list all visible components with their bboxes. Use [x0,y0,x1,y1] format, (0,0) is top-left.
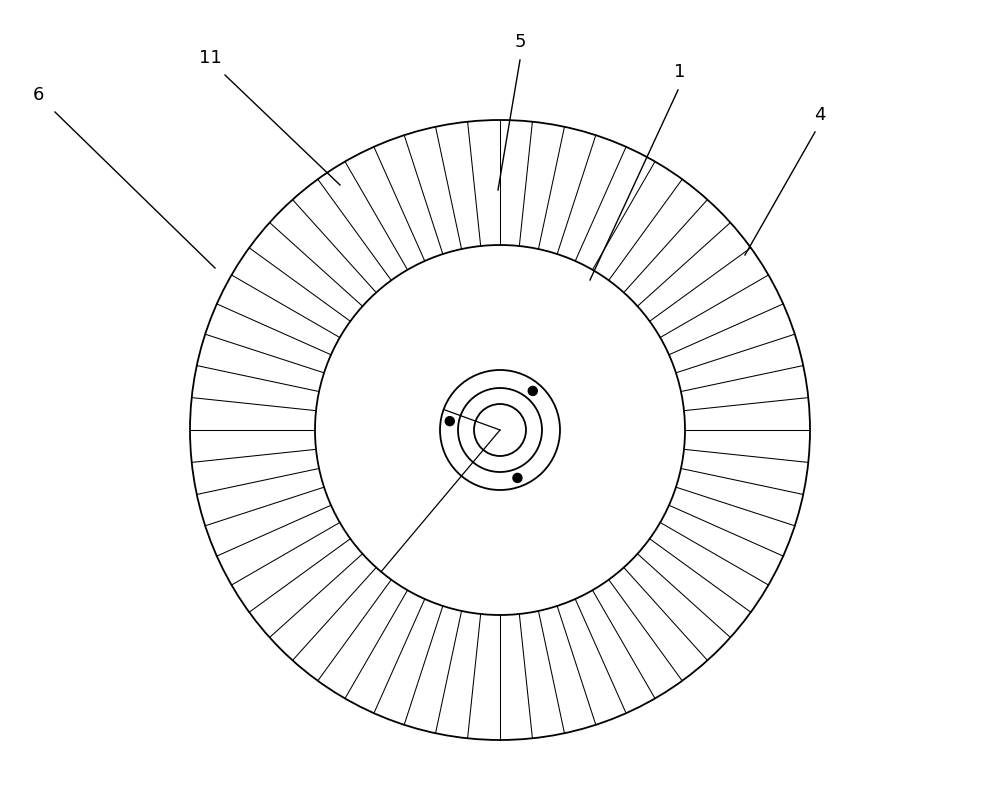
Text: 1: 1 [674,63,686,81]
Text: 6: 6 [32,86,44,104]
Text: 11: 11 [199,49,221,67]
Text: 5: 5 [514,33,526,51]
Circle shape [315,245,685,615]
Text: 4: 4 [814,106,826,124]
Circle shape [513,473,522,483]
Circle shape [445,417,454,425]
Circle shape [438,368,562,492]
Circle shape [528,386,537,396]
